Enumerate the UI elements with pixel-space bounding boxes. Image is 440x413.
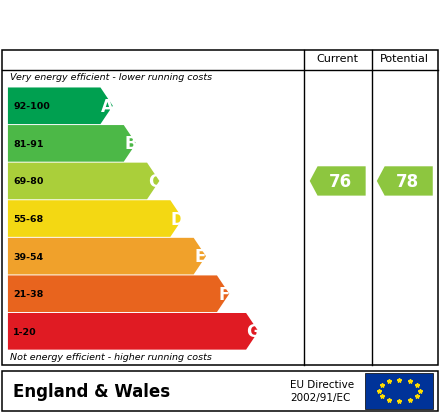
Text: 92-100: 92-100: [13, 102, 50, 111]
Text: 55-68: 55-68: [13, 214, 44, 223]
Text: F: F: [218, 285, 229, 303]
Text: 81-91: 81-91: [13, 140, 44, 149]
Text: 39-54: 39-54: [13, 252, 43, 261]
Text: 78: 78: [396, 173, 419, 190]
Text: Energy Efficiency Rating: Energy Efficiency Rating: [11, 14, 280, 33]
Polygon shape: [8, 163, 159, 200]
Polygon shape: [8, 276, 229, 312]
Polygon shape: [310, 167, 366, 196]
Polygon shape: [377, 167, 433, 196]
Text: England & Wales: England & Wales: [13, 382, 170, 400]
Text: Current: Current: [317, 54, 359, 64]
Text: Not energy efficient - higher running costs: Not energy efficient - higher running co…: [10, 352, 212, 361]
Polygon shape: [8, 201, 183, 237]
Polygon shape: [8, 238, 206, 275]
Text: A: A: [101, 97, 114, 116]
Text: EU Directive
2002/91/EC: EU Directive 2002/91/EC: [290, 379, 355, 402]
Text: C: C: [148, 173, 160, 190]
Text: Very energy efficient - lower running costs: Very energy efficient - lower running co…: [10, 73, 212, 82]
Text: Potential: Potential: [380, 54, 429, 64]
Text: 1-20: 1-20: [13, 327, 37, 336]
Text: G: G: [246, 323, 260, 340]
Polygon shape: [8, 88, 113, 125]
Text: D: D: [170, 210, 184, 228]
Bar: [365, 373, 433, 408]
Text: E: E: [195, 247, 206, 266]
Polygon shape: [8, 126, 136, 162]
Text: 21-38: 21-38: [13, 290, 44, 299]
Polygon shape: [8, 313, 258, 350]
Text: 76: 76: [329, 173, 352, 190]
Text: 69-80: 69-80: [13, 177, 44, 186]
Text: B: B: [124, 135, 137, 153]
